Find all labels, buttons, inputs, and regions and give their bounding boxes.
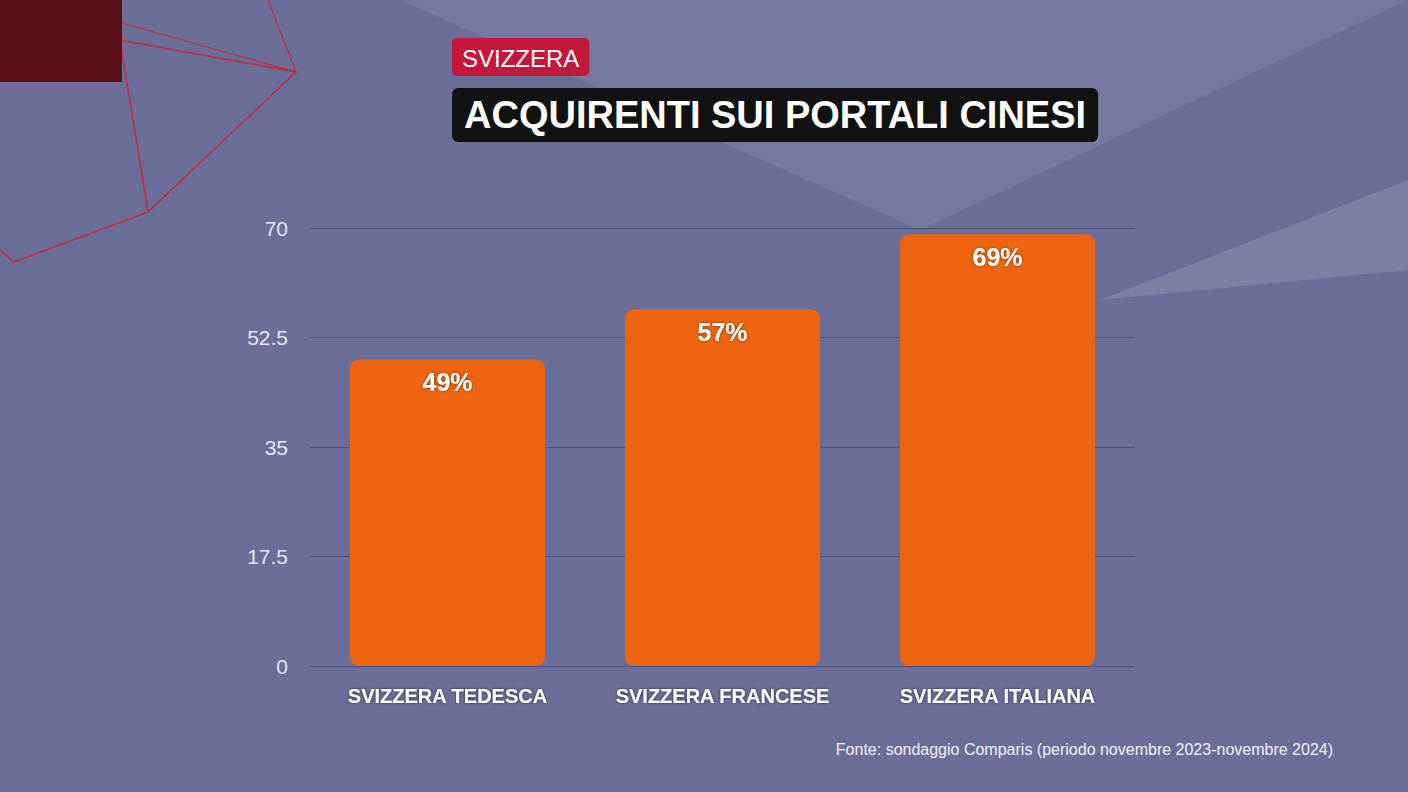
svg-text:17.5: 17.5 <box>247 545 288 568</box>
svg-text:52.5: 52.5 <box>247 326 288 349</box>
svg-text:SVIZZERA FRANCESE: SVIZZERA FRANCESE <box>616 685 830 707</box>
svg-text:57%: 57% <box>697 318 747 346</box>
svg-text:35: 35 <box>265 436 288 459</box>
svg-text:ACQUIRENTI SUI PORTALI CINESI: ACQUIRENTI SUI PORTALI CINESI <box>464 94 1086 136</box>
svg-text:SVIZZERA: SVIZZERA <box>462 45 579 72</box>
svg-text:SVIZZERA ITALIANA: SVIZZERA ITALIANA <box>900 685 1096 707</box>
svg-text:Fonte: sondaggio Comparis (per: Fonte: sondaggio Comparis (periodo novem… <box>836 741 1333 758</box>
svg-text:SVIZZERA TEDESCA: SVIZZERA TEDESCA <box>348 685 547 707</box>
svg-text:69%: 69% <box>972 243 1022 271</box>
svg-text:49%: 49% <box>422 368 472 396</box>
svg-text:0: 0 <box>276 655 288 678</box>
svg-text:70: 70 <box>265 217 288 240</box>
